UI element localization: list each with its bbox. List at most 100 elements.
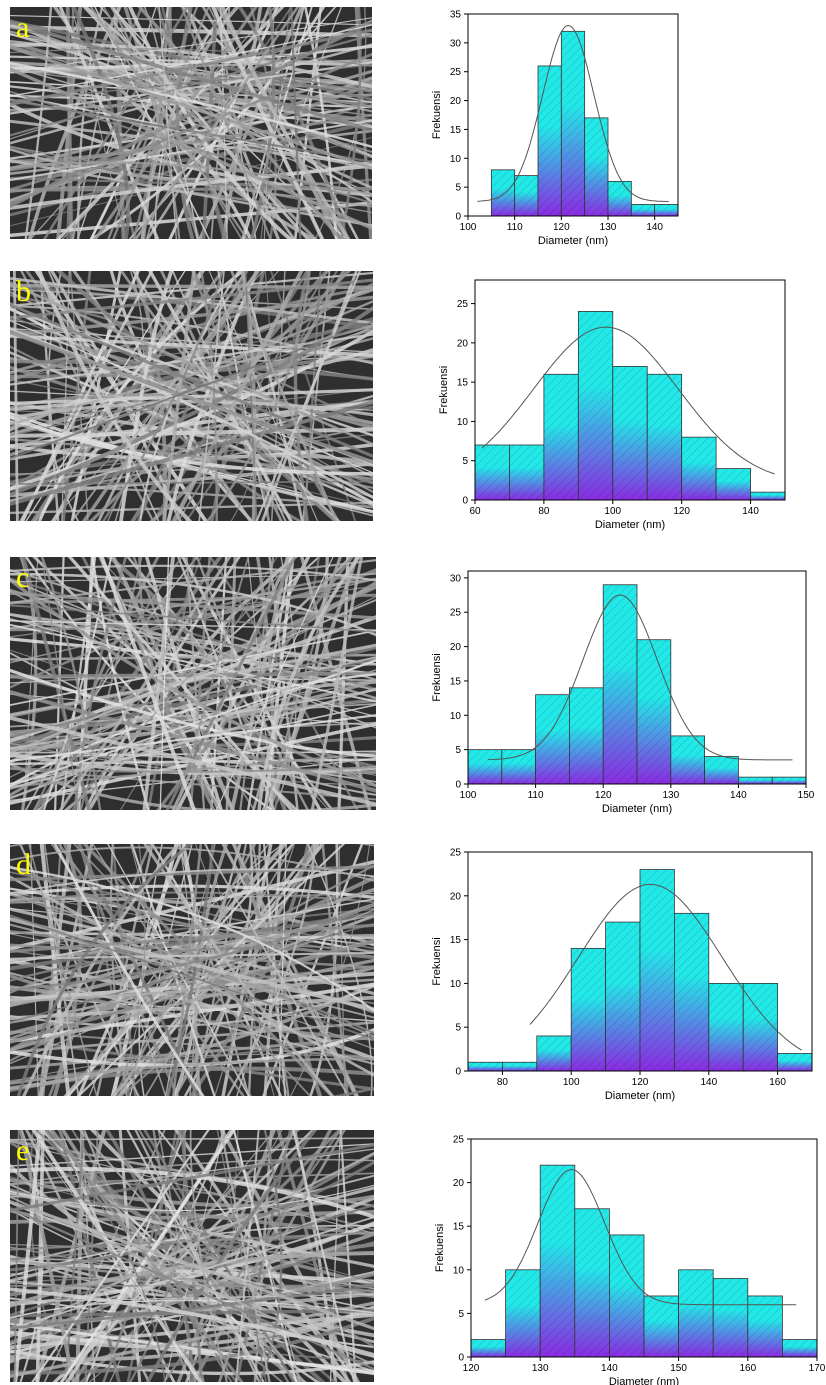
gaussian-fit-curve bbox=[481, 326, 775, 475]
histogram-bar bbox=[577, 311, 614, 501]
histogram-bar bbox=[514, 175, 539, 217]
fiber bbox=[10, 1143, 374, 1212]
fiber bbox=[10, 320, 373, 460]
histogram-bar bbox=[639, 869, 675, 1072]
sem-image-a: a bbox=[10, 7, 372, 239]
fiber bbox=[185, 557, 206, 810]
histogram-bar bbox=[612, 366, 648, 501]
fiber bbox=[180, 7, 272, 239]
x-tick-label: 100 bbox=[460, 790, 477, 801]
fiber bbox=[232, 1130, 298, 1382]
fiber bbox=[115, 844, 146, 1096]
y-tick-label: 25 bbox=[450, 848, 462, 859]
fiber bbox=[230, 271, 338, 521]
fiber bbox=[10, 61, 372, 149]
fiber bbox=[10, 387, 373, 413]
x-axis-title: Diameter (nm) bbox=[602, 803, 672, 815]
x-axis-title: Diameter (nm) bbox=[538, 235, 608, 247]
fiber bbox=[339, 1130, 357, 1382]
y-tick-label: 20 bbox=[453, 1178, 465, 1189]
fiber bbox=[10, 887, 374, 1008]
panel-letter: c bbox=[16, 561, 30, 594]
x-tick-label: 80 bbox=[497, 1077, 509, 1088]
fiber bbox=[290, 7, 302, 239]
fiber bbox=[10, 689, 376, 750]
fiber bbox=[10, 751, 376, 788]
fiber bbox=[112, 7, 210, 239]
y-tick-label: 25 bbox=[450, 67, 462, 78]
y-tick-label: 15 bbox=[457, 378, 469, 389]
fiber bbox=[220, 7, 351, 239]
x-axis-title: Diameter (nm) bbox=[605, 1090, 675, 1102]
histogram-bar bbox=[602, 584, 638, 785]
histogram-bar bbox=[574, 1208, 610, 1358]
fiber bbox=[40, 557, 102, 810]
fiber bbox=[203, 844, 350, 1096]
y-tick-label: 0 bbox=[455, 1067, 461, 1078]
fiber-texture bbox=[10, 7, 372, 239]
y-tick-label: 15 bbox=[450, 125, 462, 136]
fiber bbox=[109, 7, 181, 239]
fiber bbox=[10, 102, 372, 197]
x-tick-label: 140 bbox=[730, 790, 747, 801]
fiber bbox=[10, 659, 376, 788]
gaussian-fit-curve bbox=[484, 1169, 797, 1306]
fiber bbox=[67, 557, 294, 810]
fiber bbox=[10, 52, 372, 206]
histogram-bar bbox=[712, 1278, 749, 1358]
fiber bbox=[10, 159, 372, 227]
x-tick-label: 110 bbox=[528, 790, 544, 801]
y-tick-label: 5 bbox=[462, 456, 468, 467]
x-axis-title: Diameter (nm) bbox=[595, 519, 665, 531]
fiber bbox=[10, 24, 372, 97]
fiber bbox=[10, 302, 373, 458]
y-tick-label: 35 bbox=[450, 10, 462, 21]
fiber bbox=[255, 271, 362, 521]
fiber bbox=[10, 163, 372, 210]
fiber bbox=[41, 557, 80, 810]
fiber bbox=[110, 7, 348, 239]
plot-frame bbox=[470, 1138, 818, 1358]
x-axis-title: Diameter (nm) bbox=[609, 1376, 679, 1385]
sem-image-d: d bbox=[10, 844, 374, 1096]
fiber bbox=[102, 1130, 183, 1382]
fiber bbox=[99, 557, 197, 810]
fiber bbox=[109, 1130, 276, 1382]
y-axis-title: Frekuensi bbox=[438, 366, 450, 414]
histogram-bar bbox=[467, 749, 503, 785]
fiber bbox=[16, 844, 194, 1096]
y-tick-label: 10 bbox=[453, 1265, 465, 1276]
fiber bbox=[119, 271, 174, 521]
x-tick-label: 150 bbox=[798, 790, 815, 801]
histogram-bar bbox=[782, 1339, 818, 1358]
fiber bbox=[157, 1130, 360, 1382]
fiber bbox=[165, 557, 297, 810]
fiber bbox=[158, 7, 177, 239]
x-tick-label: 170 bbox=[809, 1363, 826, 1374]
fiber bbox=[278, 844, 287, 1096]
fiber bbox=[13, 1130, 42, 1382]
fiber bbox=[10, 923, 374, 954]
y-axis-title: Frekuensi bbox=[434, 1224, 446, 1272]
x-tick-label: 140 bbox=[601, 1363, 618, 1374]
fiber bbox=[10, 714, 376, 763]
fiber bbox=[189, 1130, 228, 1382]
plot-frame bbox=[474, 279, 786, 501]
histogram-bar bbox=[539, 1164, 576, 1358]
histogram-bar bbox=[490, 169, 516, 217]
fiber bbox=[143, 1130, 296, 1382]
fiber bbox=[201, 7, 218, 239]
x-tick-label: 120 bbox=[463, 1363, 480, 1374]
x-tick-label: 120 bbox=[632, 1077, 649, 1088]
fiber bbox=[143, 844, 335, 1096]
fiber bbox=[35, 1130, 45, 1382]
fiber bbox=[189, 557, 212, 810]
fiber bbox=[10, 411, 373, 514]
fiber bbox=[293, 271, 311, 521]
fiber bbox=[134, 7, 300, 239]
fiber bbox=[10, 715, 376, 807]
histogram-bar bbox=[636, 639, 672, 785]
fiber bbox=[89, 7, 326, 239]
fiber bbox=[12, 271, 19, 521]
